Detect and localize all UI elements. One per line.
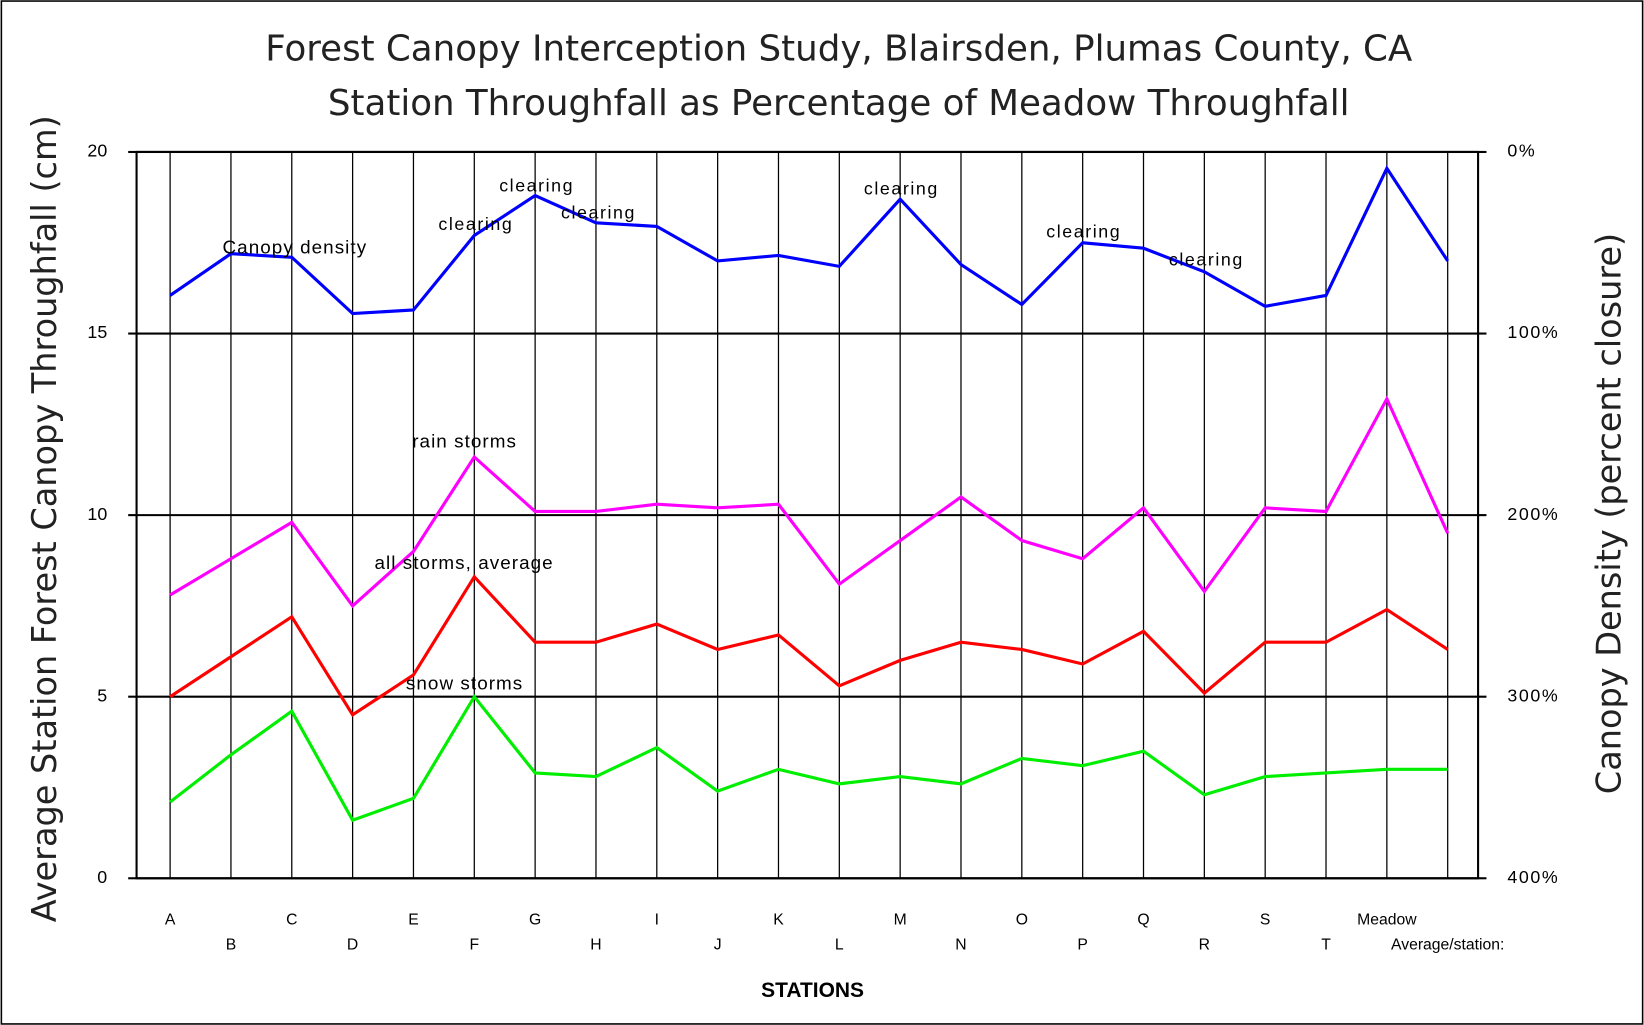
y-tick-label: 15	[87, 322, 107, 342]
series-line	[169, 574, 1449, 718]
x-tick-label: Meadow	[1357, 911, 1417, 928]
series-line	[169, 693, 1448, 823]
annotation: clearing	[1046, 221, 1121, 241]
x-tick-label: B	[226, 937, 236, 954]
series-line	[169, 165, 1450, 316]
plot-frame	[135, 150, 1480, 880]
y-tick-label: 20	[87, 141, 107, 161]
x-tick-label: S	[1260, 911, 1270, 928]
x-axis-title: STATIONS	[761, 979, 864, 1002]
series-line	[169, 395, 1450, 609]
chart-title: Forest Canopy Interception Study, Blairs…	[265, 28, 1413, 69]
y2-tick-label: 0%	[1507, 141, 1536, 161]
y-tick-label: 0	[97, 867, 107, 887]
x-tick-label: R	[1199, 937, 1210, 954]
y-tick-label: 10	[87, 504, 107, 524]
x-tick-label: F	[469, 937, 479, 954]
x-tick-label: Q	[1137, 911, 1149, 928]
x-tick-label: I	[655, 911, 659, 928]
y2-tick-label: 400%	[1507, 867, 1559, 887]
series-label: snow storms	[406, 672, 523, 693]
x-tick-label: O	[1016, 911, 1028, 928]
x-tick-label: T	[1321, 937, 1331, 954]
x-tick-label: L	[835, 937, 844, 954]
y2-tick-label: 200%	[1507, 504, 1559, 524]
annotation: clearing	[499, 175, 574, 195]
x-tick-label: C	[286, 911, 297, 928]
x-tick-label: J	[714, 937, 722, 954]
x-tick-label: K	[773, 911, 784, 928]
y2-axis-title: Canopy Density (percent closure)	[1590, 233, 1629, 794]
x-tick-label: E	[408, 911, 418, 928]
y-axis-title: Average Station Forest Canopy Throughfal…	[25, 115, 64, 922]
x-tick-label: Average/station:	[1391, 937, 1504, 954]
series-label: rain storms	[412, 430, 517, 451]
y2-tick-label: 100%	[1507, 322, 1559, 342]
x-tick-label: M	[894, 911, 907, 928]
x-tick-label: A	[165, 911, 176, 928]
annotation: clearing	[561, 203, 636, 223]
series-label: Canopy density	[223, 236, 368, 257]
chart-subtitle: Station Throughfall as Percentage of Mea…	[328, 83, 1350, 124]
x-tick-label: P	[1077, 937, 1087, 954]
annotation: clearing	[438, 214, 513, 234]
x-tick-label: G	[529, 911, 541, 928]
y2-tick-label: 300%	[1507, 685, 1559, 705]
x-tick-label: H	[590, 937, 601, 954]
series-label: all storms, average	[374, 552, 553, 573]
annotation: clearing	[864, 178, 939, 198]
annotation: clearing	[1169, 250, 1244, 270]
y-tick-label: 5	[97, 685, 107, 705]
x-tick-label: N	[955, 937, 966, 954]
x-tick-label: D	[347, 937, 358, 954]
